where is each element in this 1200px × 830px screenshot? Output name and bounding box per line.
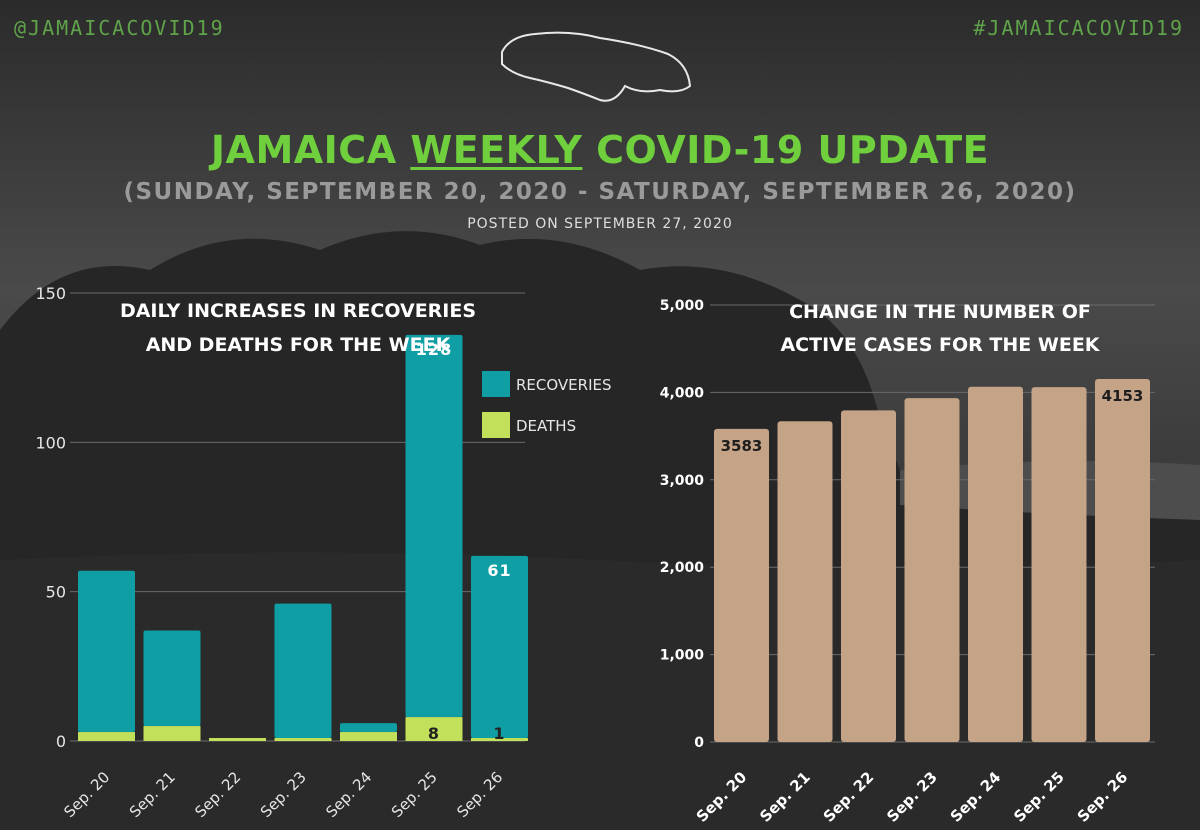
y-tick-label: 100 <box>35 433 66 452</box>
legend-swatch <box>482 371 510 397</box>
y-tick-label: 2,000 <box>660 560 705 576</box>
active-cases-bar <box>904 398 960 742</box>
chart-title-line: ACTIVE CASES FOR THE WEEK <box>780 334 1100 356</box>
page-title: JAMAICA WEEKLY COVID-19 UPDATE <box>0 128 1200 172</box>
recoveries-bar <box>143 630 201 727</box>
chart-title-line: CHANGE IN THE NUMBER OF <box>789 301 1091 323</box>
x-tick-label: Sep. 23 <box>883 768 941 826</box>
recoveries-bar <box>405 334 463 718</box>
chart-title-line: AND DEATHS FOR THE WEEK <box>146 334 452 356</box>
legend-swatch <box>482 412 510 438</box>
date-range: (SUNDAY, SEPTEMBER 20, 2020 - SATURDAY, … <box>123 179 1077 205</box>
data-label: 61 <box>487 561 511 580</box>
deaths-bar <box>274 738 332 741</box>
y-tick-label: 0 <box>694 735 704 751</box>
y-tick-label: 1,000 <box>660 648 705 664</box>
recoveries-bar <box>78 570 135 733</box>
legend-label: DEATHS <box>516 417 576 435</box>
active-cases-bar <box>1095 379 1150 742</box>
recoveries-bar <box>471 555 528 739</box>
active-cases-bar <box>1031 387 1087 742</box>
x-tick-label: Sep. 20 <box>693 768 751 826</box>
title-suffix: COVID-19 UPDATE <box>582 128 990 172</box>
title-underlined: WEEKLY <box>410 128 583 172</box>
deaths-bar <box>340 732 397 741</box>
chart-title-line: DAILY INCREASES IN RECOVERIES <box>120 300 476 322</box>
deaths-bar <box>78 732 135 741</box>
y-tick-label: 3,000 <box>660 473 705 489</box>
x-tick-label: Sep. 21 <box>756 768 814 826</box>
title-prefix: JAMAICA <box>210 128 411 172</box>
recoveries-bar <box>340 723 397 733</box>
data-label: 3583 <box>721 437 763 455</box>
twitter-handle: @JAMAICACOVID19 <box>14 16 225 40</box>
legend-label: RECOVERIES <box>516 376 612 394</box>
hashtag: #JAMAICACOVID19 <box>973 16 1184 40</box>
data-label: 4153 <box>1102 387 1144 405</box>
x-tick-label: Sep. 25 <box>1010 768 1068 826</box>
recoveries-bar <box>274 603 332 739</box>
y-tick-label: 5,000 <box>660 298 705 314</box>
x-tick-label: Sep. 26 <box>1074 768 1132 826</box>
jamaica-map-icon <box>501 31 692 102</box>
posted-date: POSTED ON SEPTEMBER 27, 2020 <box>467 216 733 232</box>
active-cases-bar <box>968 386 1023 742</box>
active-cases-bar <box>714 428 769 742</box>
deaths-bar <box>471 738 528 741</box>
y-tick-label: 150 <box>35 284 66 303</box>
y-tick-label: 4,000 <box>660 385 705 401</box>
y-tick-label: 0 <box>56 732 66 751</box>
x-tick-label: Sep. 24 <box>947 768 1005 826</box>
active-cases-bar <box>841 410 896 742</box>
x-tick-label: Sep. 22 <box>820 768 878 826</box>
deaths-bar <box>405 717 463 741</box>
data-label: 8 <box>428 724 440 743</box>
y-tick-label: 50 <box>46 583 66 602</box>
deaths-bar <box>209 738 266 741</box>
data-label: 128 <box>416 340 452 359</box>
deaths-bar <box>143 726 201 741</box>
active-cases-bar <box>777 421 833 742</box>
data-label: 1 <box>493 724 505 743</box>
